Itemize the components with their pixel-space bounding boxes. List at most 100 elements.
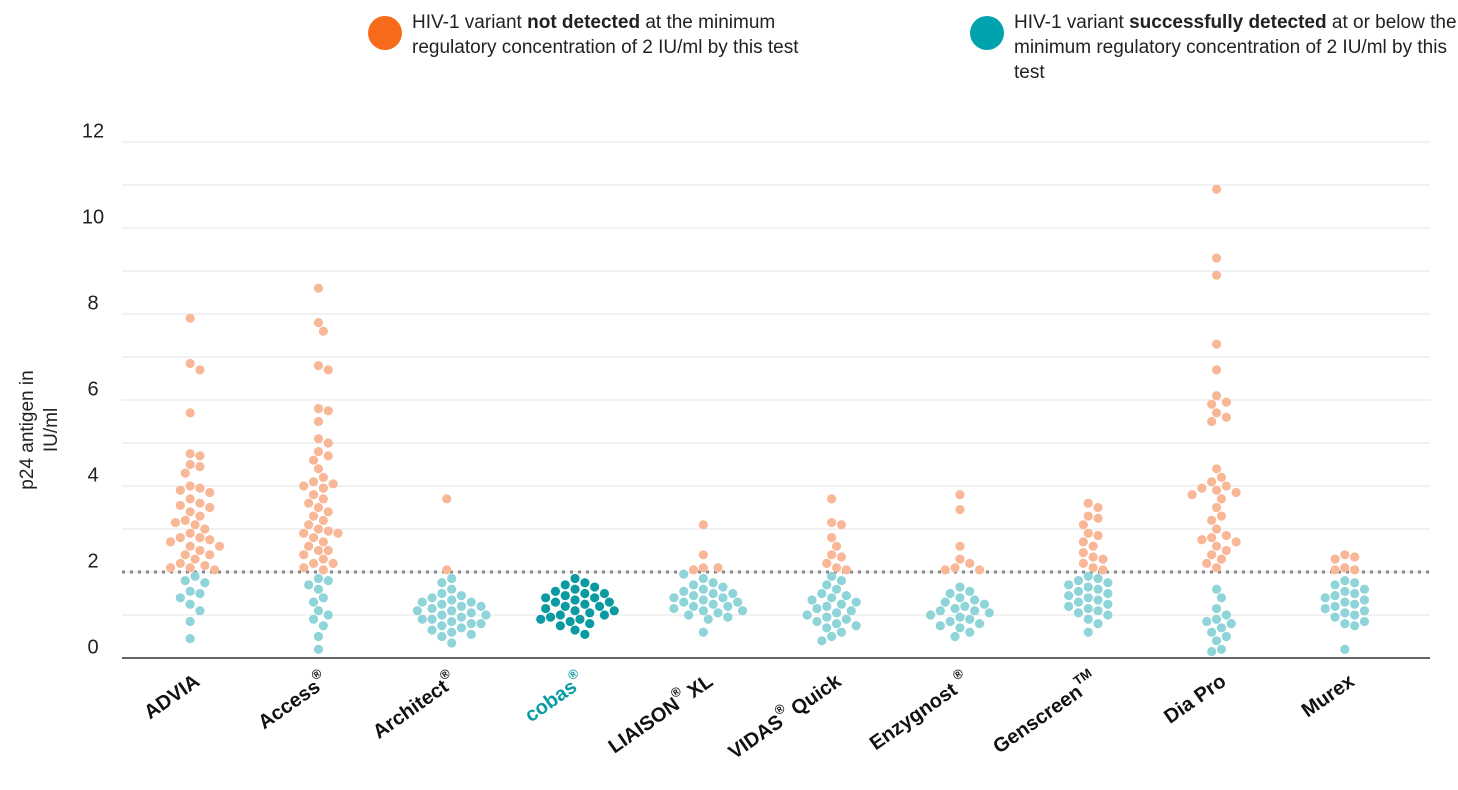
data-point	[210, 565, 220, 575]
data-point	[955, 541, 965, 551]
data-point	[1207, 399, 1217, 409]
data-point	[723, 612, 733, 622]
data-point	[698, 550, 708, 560]
data-point	[541, 603, 551, 614]
data-point	[827, 517, 837, 528]
data-point	[1216, 554, 1227, 564]
data-point	[308, 490, 319, 500]
x-tick-label: Murex	[1298, 670, 1359, 722]
data-point	[560, 580, 570, 590]
x-tick-label: XL	[679, 670, 717, 706]
data-point	[1211, 464, 1222, 474]
data-point	[1359, 616, 1370, 627]
x-tick-label: Genscreen	[989, 681, 1086, 758]
data-point	[590, 593, 600, 603]
x-tick-label: Dia Pro	[1160, 670, 1230, 728]
x-tick-label: Access	[254, 676, 324, 734]
data-point	[304, 541, 314, 551]
data-point	[960, 601, 970, 612]
data-point	[1073, 597, 1084, 607]
data-point	[185, 616, 195, 627]
data-point	[323, 526, 333, 536]
data-point	[313, 631, 324, 642]
data-point	[1078, 548, 1088, 558]
data-point	[1350, 565, 1360, 575]
data-point	[437, 599, 447, 609]
data-point	[1078, 558, 1088, 569]
data-point	[1098, 565, 1108, 575]
data-point	[841, 591, 851, 601]
data-point	[1202, 558, 1212, 569]
data-point	[313, 502, 324, 513]
data-point	[718, 582, 728, 592]
legend-text: HIV-1 variant not detected at the minimu…	[412, 10, 828, 60]
data-point	[580, 629, 590, 639]
data-point	[1350, 599, 1360, 609]
data-point	[669, 593, 679, 603]
data-point	[185, 563, 195, 573]
data-point	[580, 588, 590, 599]
data-point	[688, 601, 699, 612]
data-point	[175, 485, 185, 495]
data-point	[1350, 588, 1360, 599]
data-point	[940, 565, 950, 575]
data-point	[965, 614, 975, 624]
data-point	[1197, 483, 1207, 493]
data-point	[313, 584, 324, 594]
data-point	[1093, 619, 1103, 629]
x-tick-label: Architect	[369, 676, 453, 744]
data-point	[1103, 610, 1113, 620]
data-point	[456, 612, 467, 622]
data-point	[1330, 565, 1340, 575]
data-point	[456, 601, 467, 612]
data-point	[308, 511, 319, 521]
data-point	[175, 558, 185, 569]
data-point	[955, 623, 965, 633]
data-point	[205, 550, 215, 560]
data-point	[1211, 636, 1222, 646]
data-point	[570, 584, 580, 594]
data-point	[827, 494, 837, 504]
data-point	[333, 528, 343, 538]
data-point	[308, 477, 319, 487]
data-point	[1073, 576, 1084, 586]
data-point	[831, 619, 842, 629]
data-point	[950, 603, 960, 614]
data-point	[185, 358, 195, 369]
data-point	[708, 578, 718, 588]
data-point	[1093, 606, 1103, 616]
data-point	[1197, 535, 1207, 545]
data-point	[1207, 533, 1217, 543]
data-point	[1211, 563, 1222, 573]
data-point	[1073, 608, 1084, 618]
data-point	[836, 627, 847, 637]
legend-text: not detected	[527, 12, 641, 33]
data-point	[599, 610, 610, 620]
data-point	[185, 494, 195, 504]
data-point	[313, 318, 324, 328]
data-point	[698, 573, 708, 584]
data-point	[1083, 593, 1093, 603]
data-point	[323, 365, 333, 375]
data-point	[836, 576, 847, 586]
data-point	[1064, 580, 1074, 590]
data-point	[205, 502, 215, 513]
data-point	[827, 533, 837, 543]
data-point	[1211, 391, 1222, 401]
data-point	[442, 494, 452, 504]
data-point	[679, 569, 689, 579]
data-point	[970, 595, 980, 605]
data-point	[195, 498, 205, 508]
data-point	[555, 610, 565, 620]
data-point	[417, 597, 427, 607]
data-point	[802, 610, 812, 620]
y-tick-label: 6	[87, 378, 98, 400]
data-point	[1216, 511, 1227, 521]
data-point	[299, 550, 309, 560]
x-tick-label: GenscreenTM	[986, 666, 1102, 759]
data-point	[955, 593, 965, 603]
data-point	[447, 638, 457, 648]
data-point	[1088, 563, 1098, 573]
data-point	[1330, 612, 1340, 622]
